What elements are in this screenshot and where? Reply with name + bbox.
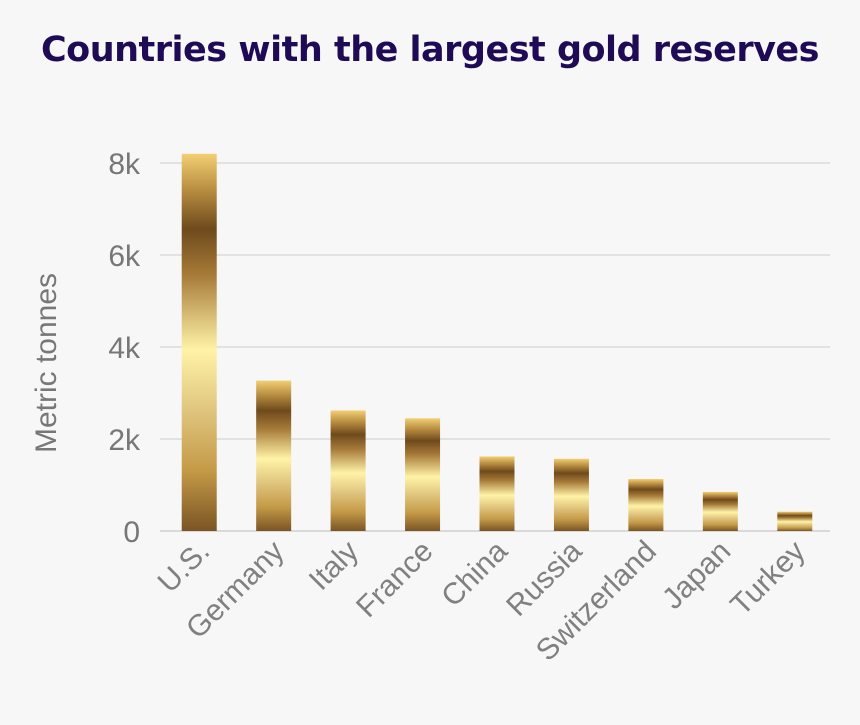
- bar-switzerland: [628, 479, 664, 531]
- bar-u-s: [181, 153, 217, 532]
- x-tick-label: Italy: [303, 535, 365, 597]
- y-axis-title: Metric tonnes: [30, 273, 63, 453]
- bar-turkey: [777, 511, 813, 531]
- y-tick-label: 8k: [108, 148, 141, 181]
- y-tick-label: 2k: [108, 424, 141, 457]
- bar-italy: [330, 410, 366, 531]
- x-tick-label: U.S.: [152, 535, 217, 600]
- chart-title: Countries with the largest gold reserves: [40, 30, 820, 70]
- y-tick-label: 4k: [108, 332, 141, 365]
- bar-germany: [256, 380, 292, 531]
- x-tick-label: Turkey: [724, 535, 811, 622]
- x-tick-label: Japan: [656, 535, 737, 616]
- x-tick-label: France: [350, 535, 439, 624]
- y-tick-label: 0: [123, 516, 140, 549]
- bar-russia: [553, 458, 589, 531]
- bar-france: [405, 418, 441, 531]
- y-tick-label: 6k: [108, 240, 141, 273]
- bar-japan: [702, 491, 738, 531]
- bar-china: [479, 456, 515, 531]
